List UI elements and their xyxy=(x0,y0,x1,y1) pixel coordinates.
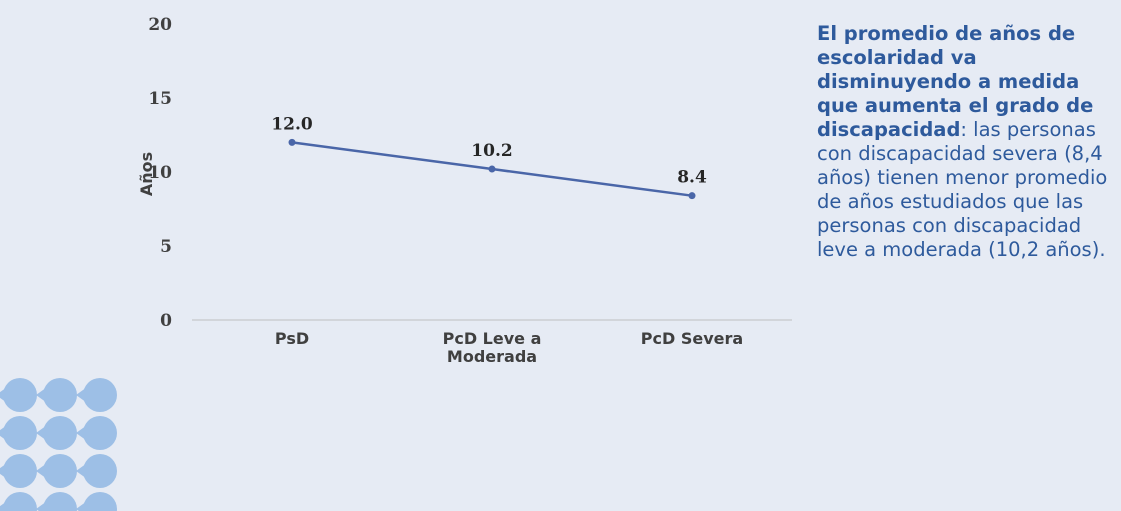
data-point xyxy=(288,138,296,146)
y-axis-ticks: 0 5 10 15 20 xyxy=(148,15,172,331)
data-label: 12.0 xyxy=(271,114,313,134)
decoration-dot-tip xyxy=(36,423,50,443)
decoration-dot xyxy=(3,416,37,450)
decoration-dot xyxy=(43,454,77,488)
decoration-dot-tip xyxy=(76,461,90,481)
decoration-dot-tip xyxy=(76,423,90,443)
y-tick-label: 5 xyxy=(160,237,172,257)
y-tick-label: 10 xyxy=(148,163,172,183)
decoration-dot-tip xyxy=(0,423,10,443)
decoration-dot xyxy=(43,378,77,412)
decoration-dot-tip xyxy=(0,499,10,511)
data-point xyxy=(688,192,696,200)
decoration-dot-tip xyxy=(36,385,50,405)
decoration-dot xyxy=(43,492,77,511)
decoration-dot-tip xyxy=(36,461,50,481)
x-axis-category-labels: PsD PcD Leve a Moderada PcD Severa xyxy=(275,329,743,366)
data-label: 8.4 xyxy=(677,168,707,188)
y-tick-label: 20 xyxy=(148,15,172,35)
decoration-dot xyxy=(3,454,37,488)
x-tick-label: PcD Severa xyxy=(641,329,743,348)
data-labels: 12.0 10.2 8.4 xyxy=(271,114,707,187)
data-point xyxy=(488,165,496,173)
summary-text: El promedio de años de escolaridad va di… xyxy=(817,22,1119,262)
decoration-dot xyxy=(83,378,117,412)
decoration-dot xyxy=(83,492,117,511)
y-axis-title: Años xyxy=(137,152,156,196)
decoration-dot-tip xyxy=(36,499,50,511)
summary-plain-text: : las personas con discapacidad severa (… xyxy=(817,118,1108,261)
decoration-dot-tip xyxy=(0,385,10,405)
decoration-dot-tip xyxy=(0,461,10,481)
y-tick-label: 0 xyxy=(160,311,172,331)
decorative-dots xyxy=(0,378,117,511)
decoration-dot xyxy=(83,416,117,450)
x-tick-label: PsD xyxy=(275,329,309,348)
decoration-dot xyxy=(83,454,117,488)
decoration-dot xyxy=(43,416,77,450)
decoration-dot-tip xyxy=(76,385,90,405)
y-tick-label: 15 xyxy=(148,89,172,109)
data-points xyxy=(288,138,696,200)
summary-bold-text: El promedio de años de escolaridad va di… xyxy=(817,22,1094,141)
x-tick-label: PcD Leve a Moderada xyxy=(443,329,542,366)
data-label: 10.2 xyxy=(471,141,512,161)
decoration-dot xyxy=(3,378,37,412)
decoration-dot xyxy=(3,492,37,511)
decoration-dot-tip xyxy=(76,499,90,511)
